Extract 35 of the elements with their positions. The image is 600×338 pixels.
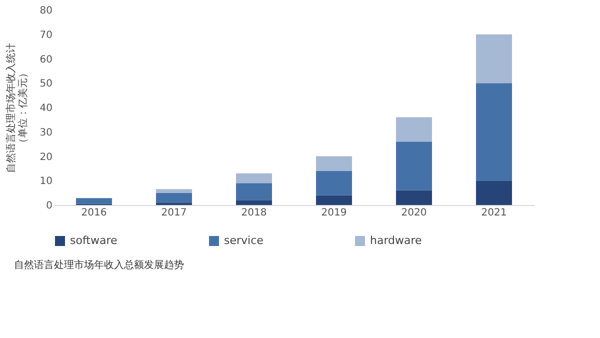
y-axis-title: 自然语言处理市场年收入统计（单位：亿美元）	[4, 43, 29, 173]
y-tick-label: 80	[40, 6, 52, 16]
bar	[156, 189, 192, 193]
bar	[236, 183, 272, 200]
bar	[476, 83, 512, 181]
bar	[316, 156, 352, 171]
bar	[236, 200, 272, 205]
bar	[396, 142, 432, 190]
x-tick-label: 2017	[161, 208, 187, 218]
bar	[476, 180, 512, 205]
x-tick-label: 2020	[401, 208, 427, 218]
x-tick-label: 2019	[321, 208, 347, 218]
bar	[76, 198, 112, 204]
y-tick-label: 30	[40, 127, 52, 138]
bar	[396, 190, 432, 205]
bar	[476, 34, 512, 84]
y-tick-label: 60	[40, 54, 52, 66]
bar	[236, 173, 272, 184]
x-tick-label: 2016	[81, 208, 107, 218]
y-tick-label: 70	[40, 30, 52, 41]
bar	[156, 192, 192, 203]
legend-label: hardware	[370, 234, 422, 247]
bar	[316, 195, 352, 205]
legend-label: service	[224, 234, 264, 247]
y-tick-label: 10	[40, 176, 52, 188]
y-tick-label: 0	[46, 200, 52, 212]
y-tick-label: 40	[40, 103, 52, 114]
x-tick-label: 2021	[481, 208, 507, 218]
bar	[396, 117, 432, 142]
bar	[316, 170, 352, 196]
y-tick-label: 20	[40, 152, 52, 163]
y-tick-label: 50	[40, 78, 52, 90]
x-tick-label: 2018	[241, 208, 267, 218]
text: 自然语言处理市场年收入总额发展趋势	[14, 259, 184, 271]
legend-label: software	[70, 234, 118, 247]
